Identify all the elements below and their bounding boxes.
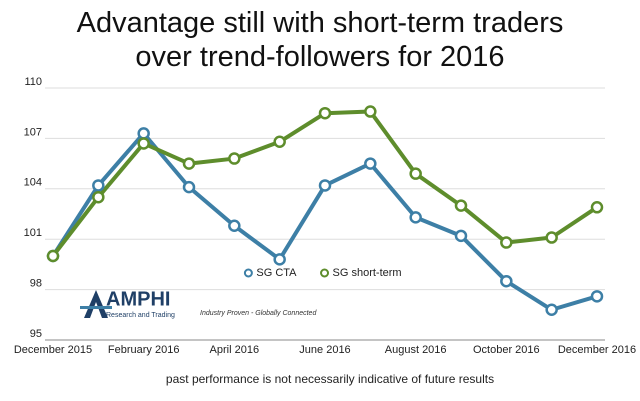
point [590,201,604,214]
x-tick-label: February 2016 [108,344,180,356]
chart-title: Advantage still with short-term traders … [76,7,564,73]
point [409,167,422,180]
point [454,229,468,243]
y-tick-label: 107 [24,126,42,138]
point [92,190,105,204]
point [318,179,332,192]
y-tick-label: 110 [24,76,42,88]
logo-slogan: Industry Proven - Globally Connected [200,310,317,317]
point [364,105,377,118]
logo-tagline: Research and Trading [106,312,175,319]
point [454,199,468,212]
point [46,249,60,263]
x-tick-label: December 2015 [14,344,92,356]
y-tick-label: 104 [24,177,42,189]
point [500,236,513,249]
legend-item: SG CTA [243,267,297,279]
point [500,274,513,288]
footnote: past performance is not necessarily indi… [166,372,494,386]
x-tick-label: December 2016 [558,344,636,356]
x-tick-label: June 2016 [299,344,350,356]
point [545,231,558,244]
point [228,219,241,233]
point [590,290,604,303]
logo-icon [80,290,112,318]
y-tick-label: 95 [30,328,42,340]
logo-name: AMPHI [106,288,170,310]
point [409,211,422,224]
series-line [51,131,598,312]
legend-label: SG short-term [333,267,402,279]
point [364,157,377,170]
point [318,106,332,120]
point [273,253,286,266]
x-tick-label: October 2016 [473,344,540,356]
point [137,127,150,140]
point [273,135,286,149]
point [545,303,558,317]
legend-marker [243,268,253,278]
point [228,152,241,165]
legend-label: SG CTA [256,267,297,279]
point [182,180,196,194]
y-tick-label: 101 [24,227,42,239]
point [182,157,196,170]
legend-marker [320,268,330,278]
x-tick-label: August 2016 [385,344,447,356]
point [137,137,150,150]
y-tick-label: 98 [30,278,42,290]
point [92,179,105,192]
x-tick-label: April 2016 [210,344,260,356]
legend-item: SG short-term [320,267,402,279]
